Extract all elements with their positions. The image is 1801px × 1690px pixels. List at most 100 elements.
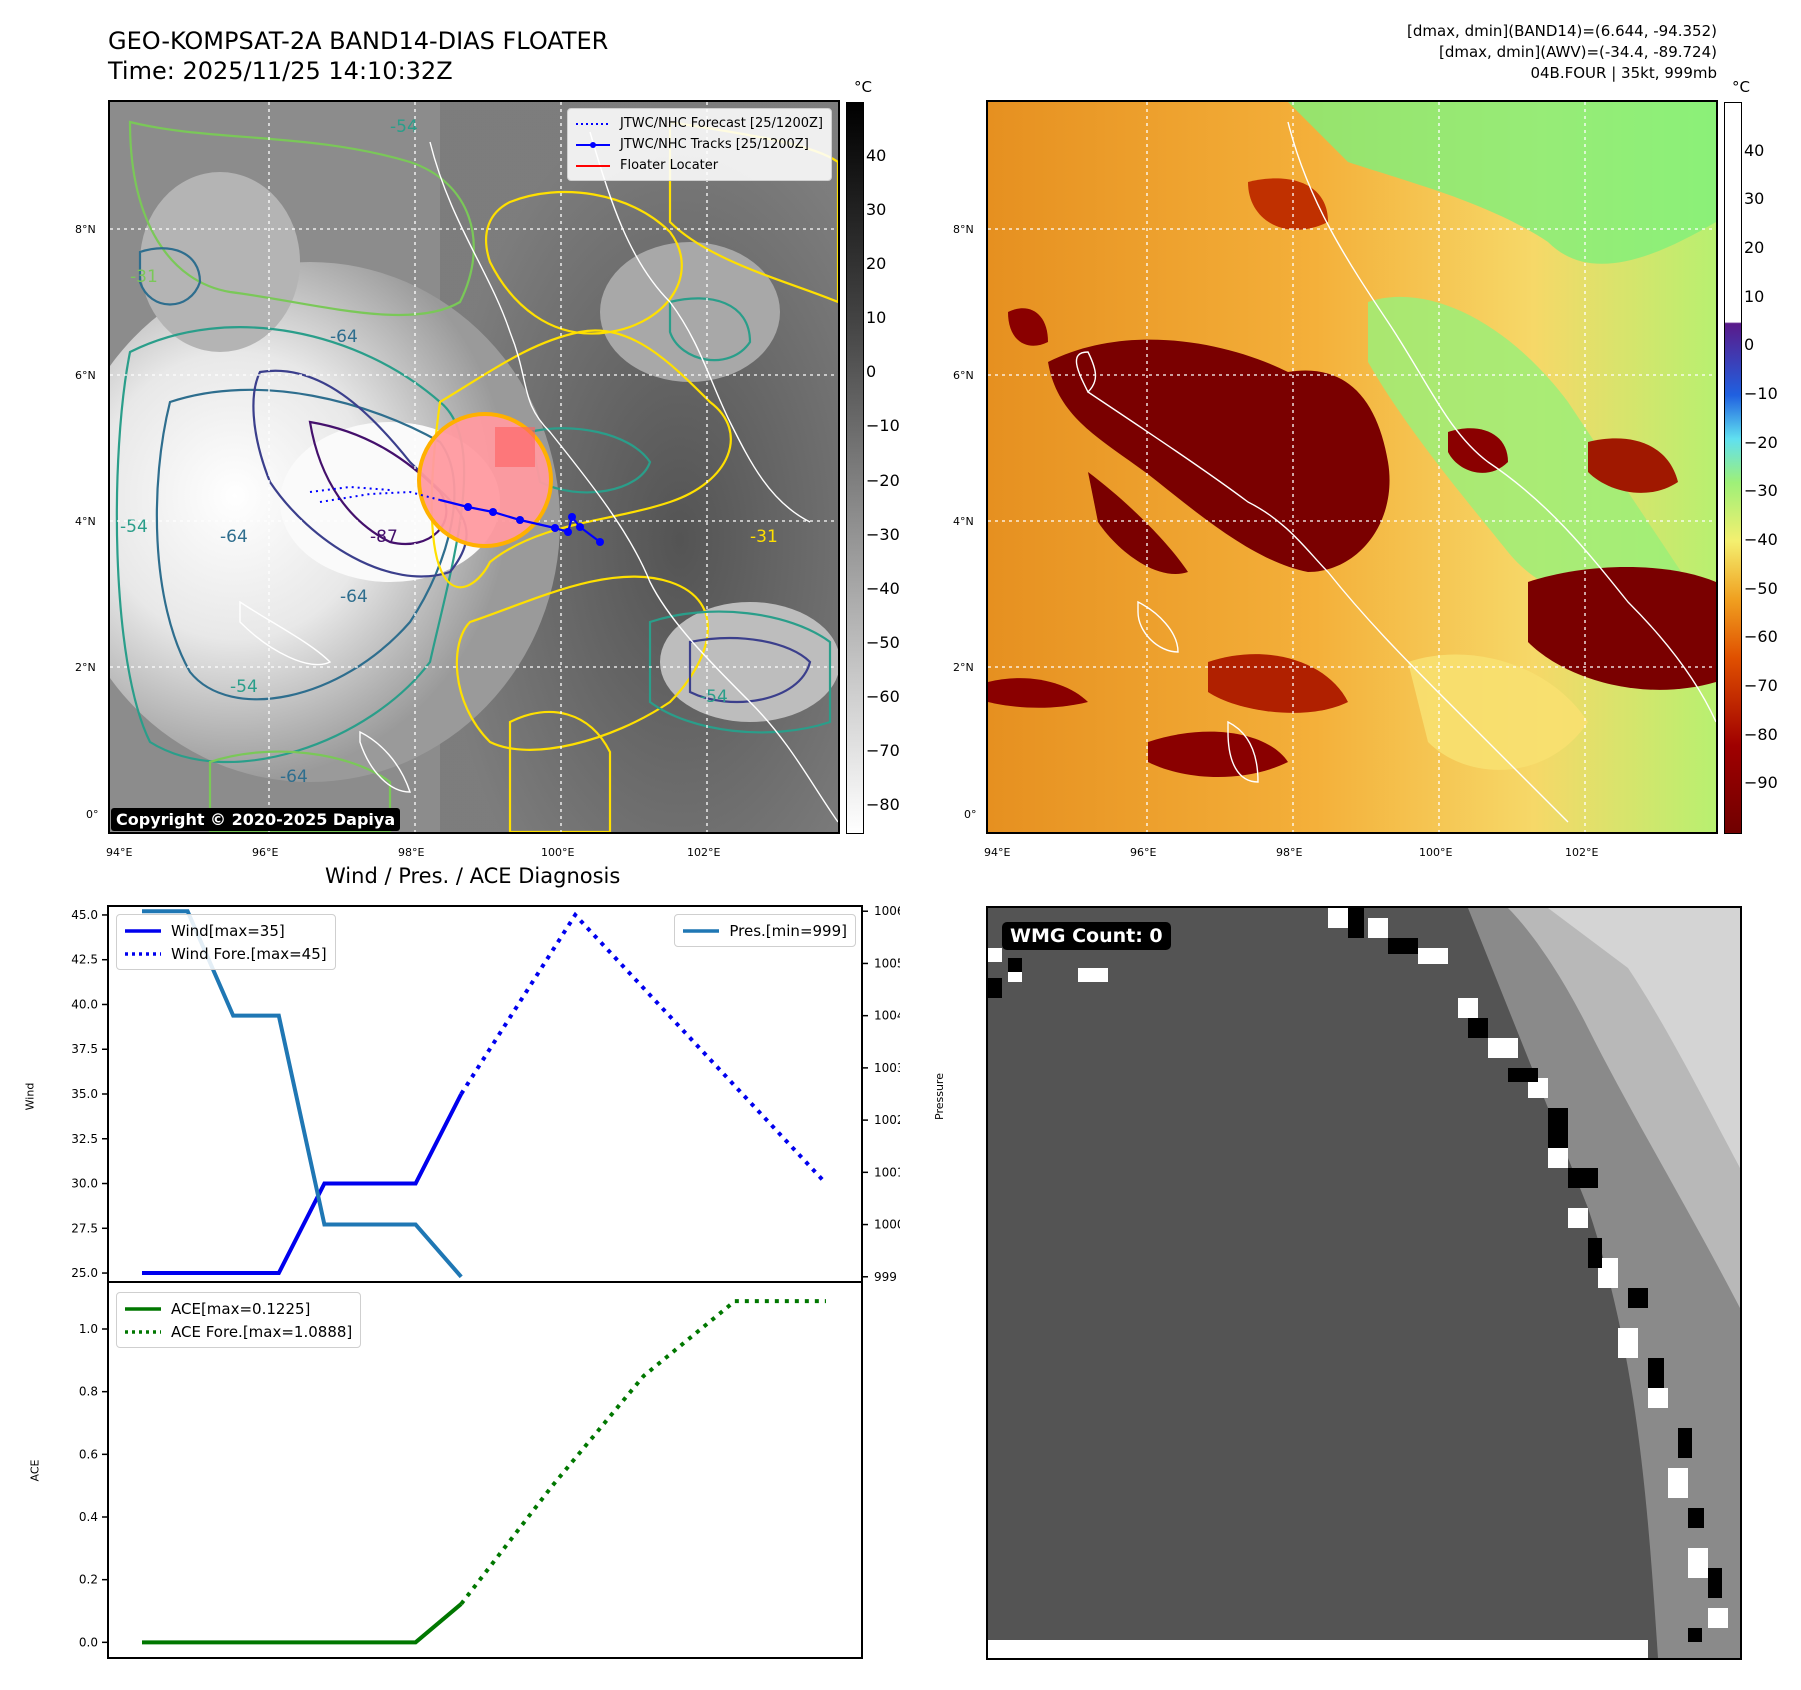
colorbar-tick-label: −50 — [866, 632, 900, 652]
awv-lat-label: 0° — [964, 808, 977, 821]
info-storm: 04B.FOUR | 35kt, 999mb — [1530, 64, 1717, 82]
awv-lon-label: 94°E — [984, 846, 1011, 859]
colorbar-tick-label: 10 — [1744, 286, 1765, 306]
colorbar-tick-label: −60 — [866, 686, 900, 706]
axis-tick-label: 1005 — [874, 956, 900, 970]
colorbar-tick-label: 30 — [866, 200, 887, 220]
axis-tick-label: 0.8 — [79, 1385, 98, 1399]
awv-lon-label: 100°E — [1419, 846, 1453, 859]
axis-tick-label: 30.0 — [71, 1177, 98, 1191]
awv-lat-label: 6°N — [953, 369, 974, 382]
floater-locater — [495, 427, 535, 467]
ir-lon-label: 98°E — [398, 846, 425, 859]
legend-item-ace-forecast: ACE Fore.[max=1.0888] — [125, 1322, 353, 1341]
copyright-label: Copyright © 2020-2025 Dapiya — [111, 808, 401, 831]
colorbar-tick-label: 30 — [1744, 189, 1765, 209]
contour-label: -87 — [370, 527, 398, 547]
axis-tick-label: 42.5 — [71, 953, 98, 967]
colorbar-tick-label: −40 — [1744, 530, 1778, 549]
colorbar-tick-label: 20 — [1744, 238, 1765, 257]
series-line-0-1 — [459, 911, 828, 1185]
axis-tick-label: 999 — [874, 1270, 897, 1284]
diagnosis-chart: 25.0 27.5 30.0 32.5 35.0 37.5 40.0 42.5 45.0 999… — [71, 904, 900, 1659]
ir-lat-label: 4°N — [75, 515, 96, 528]
axis-tick-label: 25.0 — [71, 1266, 98, 1280]
wmg-count-badge: WMG Count: 0 — [1002, 922, 1171, 950]
ir-map-panel: -54 -31 -64 -87 -54 -64 -64 -54 -64 -31 … — [108, 100, 840, 834]
colorbar-tick-label: −90 — [1744, 773, 1778, 793]
colorbar-tick-label: 0 — [1744, 335, 1755, 355]
colorbar-tick-label: −30 — [1744, 481, 1778, 501]
series-line-2-1 — [459, 1299, 826, 1606]
colorbar-tick-label: 20 — [866, 254, 887, 274]
axis-tick-label: 0.4 — [79, 1510, 98, 1524]
colorbar-tick-label: −80 — [1744, 724, 1778, 744]
info-awv: [dmax, dmin](AWV)=(-34.4, -89.724) — [1438, 43, 1717, 61]
contour-label: -54 — [230, 677, 258, 697]
awv-lat-label: 8°N — [953, 223, 974, 236]
plot-time: Time: 2025/11/25 14:10:32Z — [108, 57, 453, 85]
awv-lat-label: 4°N — [953, 515, 974, 528]
pressure-axis-label: Pressure — [932, 1073, 946, 1120]
colorbar-tick-label: 40 — [1744, 140, 1765, 160]
axis-tick-label: 1002 — [874, 1113, 900, 1127]
colorbar-tick-label: −70 — [1744, 676, 1778, 695]
colorbar-tick-label: −30 — [866, 524, 900, 544]
plot-title: GEO-KOMPSAT-2A BAND14-DIAS FLOATER — [108, 27, 609, 55]
contour-label: -31 — [750, 527, 778, 547]
wind-legend: Wind[max=35] Wind Fore.[max=45] — [116, 914, 336, 970]
series-line-2-0 — [142, 1602, 463, 1645]
colorbar-tick-label: 0 — [866, 362, 877, 382]
pressure-legend: Pres.[min=999] — [674, 914, 856, 947]
contour-label: -64 — [340, 587, 368, 607]
ir-lon-label: 102°E — [687, 846, 721, 859]
awv-lon-label: 102°E — [1565, 846, 1599, 859]
colorbar-tick-label: −60 — [1744, 627, 1778, 647]
awv-lon-label: 98°E — [1276, 846, 1303, 859]
axis-tick-label: 40.0 — [71, 997, 98, 1011]
colorbar-tick-label: −20 — [1744, 432, 1778, 452]
axis-tick-label: 37.5 — [71, 1042, 98, 1056]
legend-item-floater: Floater Locater — [576, 158, 719, 173]
legend-item-wind: Wind[max=35] — [125, 921, 285, 940]
colorbar-tick-label: −10 — [866, 416, 900, 436]
axis-tick-label: 0.6 — [79, 1447, 98, 1461]
legend-item-ace: ACE[max=0.1225] — [125, 1299, 311, 1318]
awv-map-image — [988, 102, 1716, 832]
awv-lon-label: 96°E — [1130, 846, 1157, 859]
axis-tick-label: 45.0 — [71, 908, 98, 922]
axis-tick-label: 1004 — [874, 1009, 900, 1023]
forecast-track — [319, 490, 441, 503]
contour-label: -31 — [130, 267, 158, 287]
ir-lon-label: 94°E — [106, 846, 133, 859]
axis-tick-label: 32.5 — [71, 1132, 98, 1146]
ir-lon-label: 96°E — [252, 846, 279, 859]
colorbar-tick-label: −80 — [866, 794, 900, 814]
ir-map-image: -54 -31 -64 -87 -54 -64 -64 -54 -64 -31 … — [110, 102, 838, 832]
contour-label: -64 — [220, 527, 248, 547]
awv-colorbar — [1724, 102, 1742, 834]
colorbar-tick-label: 40 — [866, 146, 887, 166]
axis-tick-label: 1.0 — [79, 1322, 98, 1336]
legend-item-tracks: JTWC/NHC Tracks [25/1200Z] — [576, 134, 823, 155]
wmg-panel: WMG Count: 0 — [986, 906, 1742, 1660]
series-line-0-0 — [142, 1093, 463, 1276]
ir-lon-label: 100°E — [541, 846, 575, 859]
colorbar-tick-label: −50 — [1744, 578, 1778, 598]
diagnosis-title: Wind / Pres. / ACE Diagnosis — [325, 864, 621, 888]
colorbar-tick-label: −20 — [866, 470, 900, 490]
contour-label: -64 — [330, 327, 358, 347]
axis-tick-label: 0.0 — [79, 1635, 98, 1649]
ir-lat-label: 6°N — [75, 369, 96, 382]
contour-label: -64 — [280, 767, 308, 787]
ir-colorbar-unit: °C — [854, 78, 872, 96]
axis-tick-label: 27.5 — [71, 1221, 98, 1235]
colorbar-tick-label: 10 — [866, 308, 887, 328]
legend-item-wind-forecast: Wind Fore.[max=45] — [125, 944, 327, 963]
ir-lat-label: 2°N — [75, 661, 96, 674]
awv-lat-label: 2°N — [953, 661, 974, 674]
legend-item-pressure: Pres.[min=999] — [683, 921, 847, 940]
ace-legend: ACE[max=0.1225] ACE Fore.[max=1.0888] — [116, 1292, 362, 1348]
colorbar-tick-label: −10 — [1744, 384, 1778, 403]
